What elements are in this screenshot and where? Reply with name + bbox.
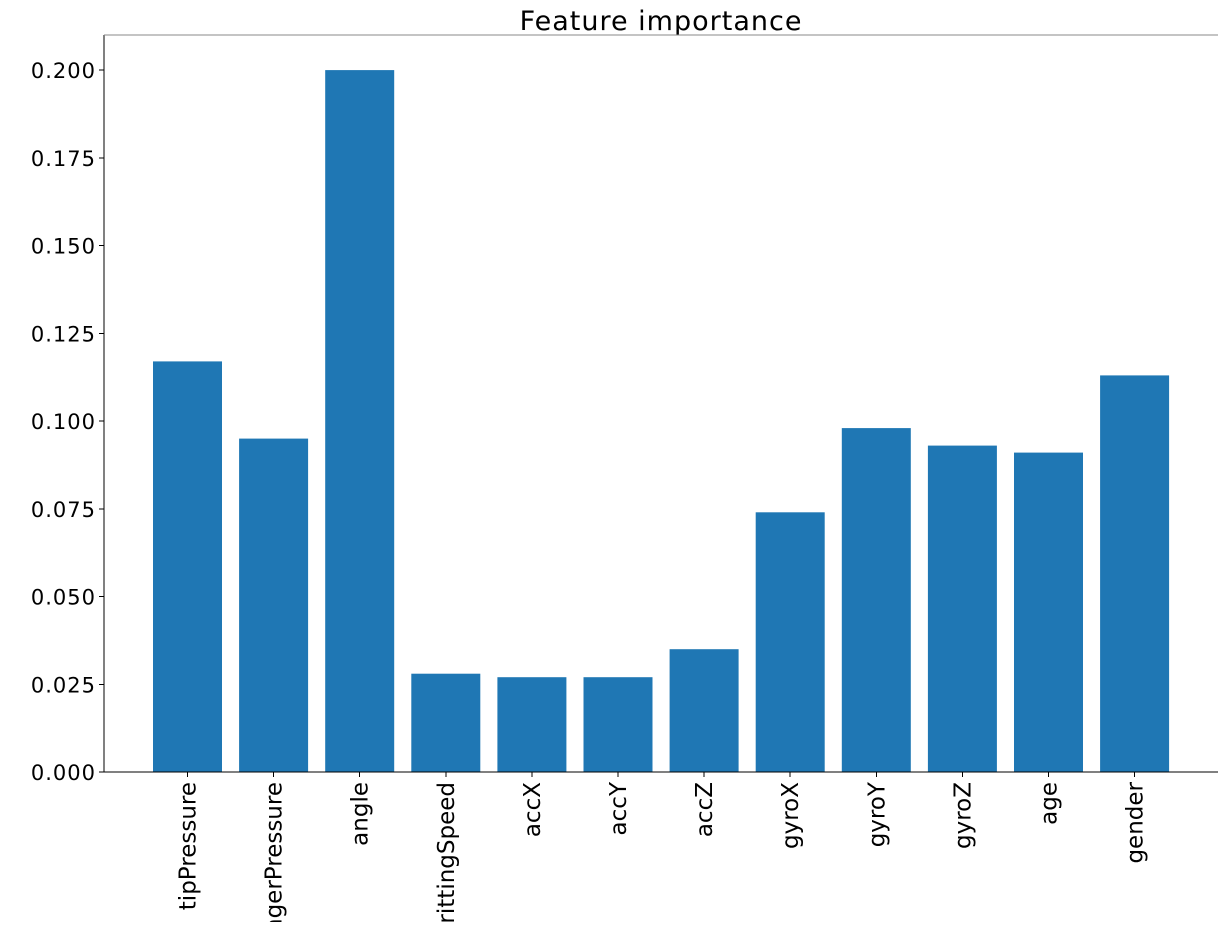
bar-age — [1014, 452, 1083, 772]
x-tick-label: tipPressure — [176, 782, 202, 910]
y-tick-label: 0.000 — [31, 761, 96, 785]
y-tick-label: 0.150 — [31, 235, 96, 259]
bar-acc-y — [583, 677, 653, 772]
y-tick-label: 0.075 — [31, 498, 96, 522]
x-tick-label: writtingSpeed — [434, 782, 460, 922]
y-tick-label: 0.200 — [31, 59, 96, 83]
bar-gyro-x — [755, 512, 825, 772]
bar-finger-pressure — [239, 438, 309, 772]
x-axis: tipPressure fingerPressure angle writtingSp… — [104, 771, 1218, 926]
bar-tip-pressure — [153, 361, 222, 772]
y-tick-label: 0.175 — [31, 147, 96, 171]
y-tick-label: 0.050 — [31, 586, 96, 610]
y-tick-label: 0.125 — [31, 322, 96, 346]
bar-acc-x — [497, 677, 567, 772]
x-tick-label: accY — [606, 781, 632, 835]
bars-layer — [153, 70, 1170, 773]
bar-gender — [1100, 375, 1170, 772]
x-tick-label: accX — [520, 782, 546, 837]
x-tick-label: fingerPressure — [262, 782, 288, 922]
x-tick-label: gender — [1123, 781, 1149, 863]
x-tick-label: gyroX — [778, 782, 804, 849]
chart-title: Feature importance — [520, 6, 803, 37]
x-tick-label: accZ — [692, 782, 718, 837]
y-tick-label: 0.100 — [31, 410, 96, 434]
y-axis: 0.000 0.025 0.050 0.075 0.100 0.125 0.150 0.175… — [31, 34, 1218, 785]
bar-acc-z — [669, 649, 739, 772]
x-tick-label: age — [1037, 782, 1063, 825]
y-tick-label: 0.025 — [31, 673, 96, 697]
bar-gyro-z — [927, 445, 997, 772]
bar-writting-speed — [411, 673, 481, 772]
bar-gyro-y — [841, 428, 911, 772]
x-tick-label: gyroY — [864, 781, 890, 847]
bar-angle — [325, 70, 395, 773]
x-tick-label: gyroZ — [950, 782, 976, 849]
x-tick-label: angle — [348, 782, 374, 846]
